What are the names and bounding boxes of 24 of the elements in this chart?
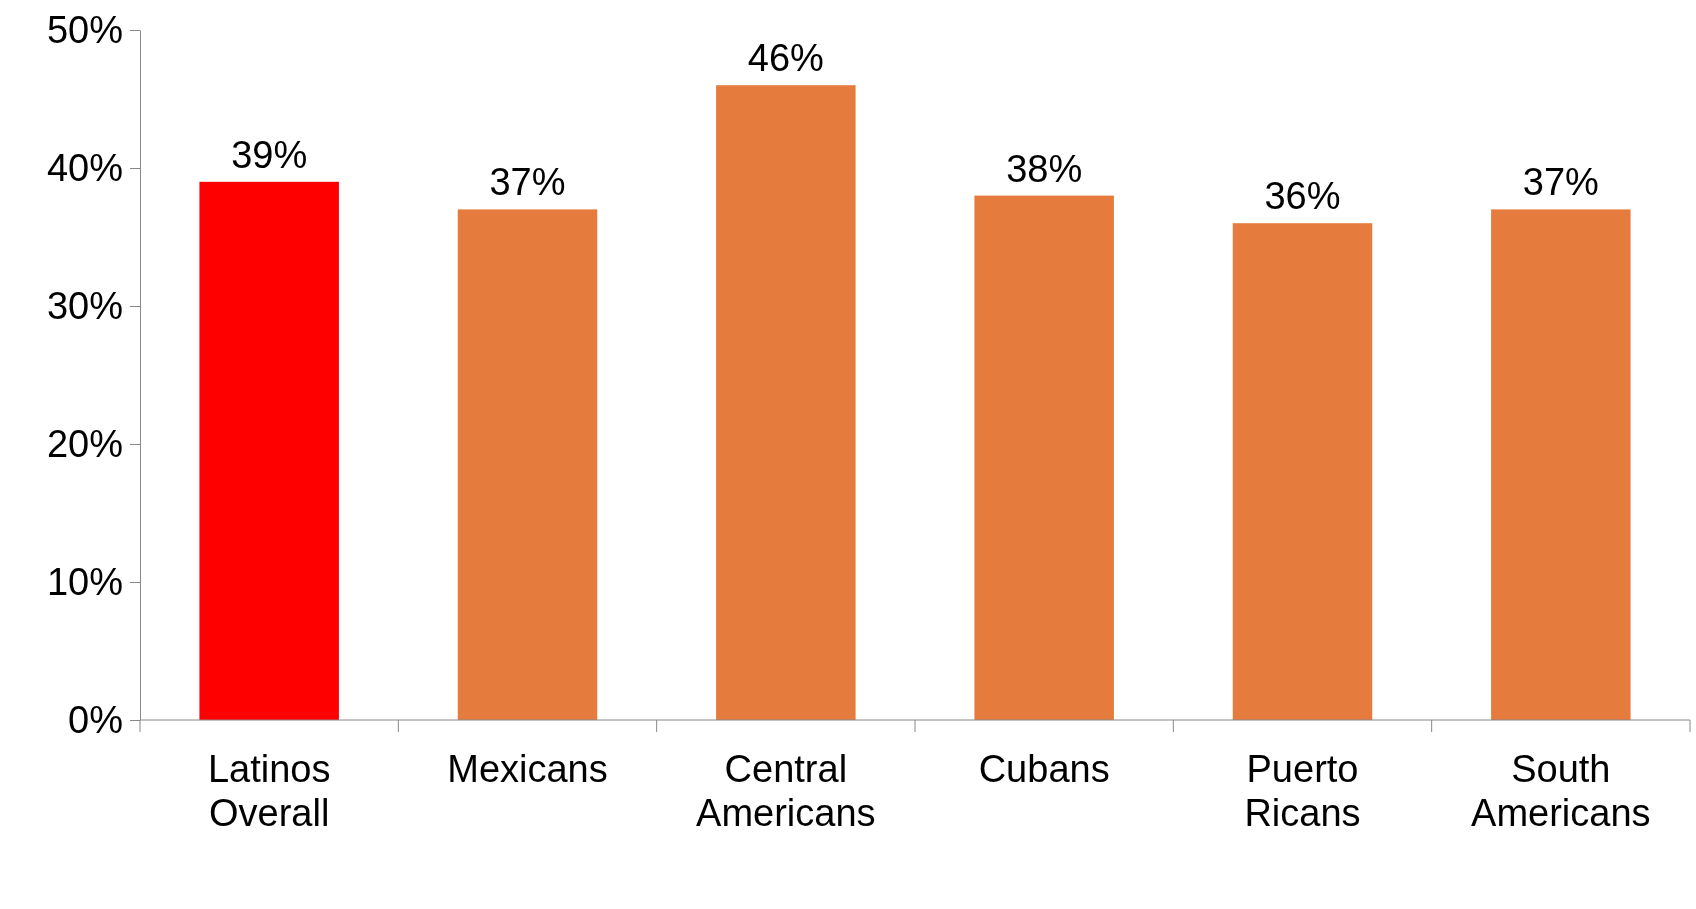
data-label: 36% (1264, 175, 1341, 218)
bar (1491, 209, 1631, 720)
bar (1232, 223, 1373, 720)
data-label: 46% (747, 37, 824, 80)
data-label: 39% (231, 133, 308, 176)
y-tick-label: 50% (46, 8, 123, 51)
data-label: 38% (1006, 147, 1083, 190)
x-tick-label: Puerto Ricans (1244, 748, 1361, 834)
bar (716, 85, 856, 720)
x-tick-label: Central Americans (696, 748, 876, 834)
y-tick-label: 0% (68, 698, 123, 741)
y-tick-label: 10% (46, 560, 123, 603)
data-label: 37% (489, 161, 566, 204)
x-tick-label: South Americans (1471, 748, 1651, 834)
bar (199, 181, 339, 720)
y-tick-label: 30% (46, 284, 123, 327)
x-tick-label: Mexicans (447, 748, 608, 790)
x-tick-label: Cubans (978, 748, 1110, 790)
data-label: 37% (1522, 161, 1599, 204)
bar (974, 195, 1114, 720)
y-tick-label: 40% (46, 146, 123, 189)
x-tick-label: Latinos Overall (207, 748, 331, 834)
bar (457, 209, 598, 720)
y-tick-label: 20% (46, 422, 123, 465)
